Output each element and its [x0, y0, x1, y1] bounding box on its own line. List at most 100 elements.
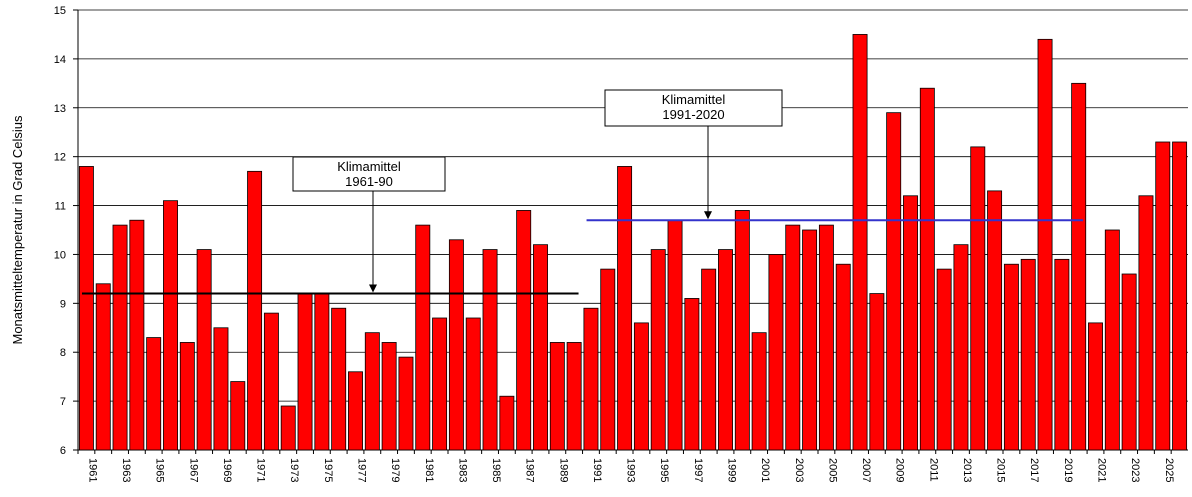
- y-tick-label: 14: [54, 54, 66, 66]
- y-tick-label: 7: [60, 396, 66, 408]
- bar: [432, 317, 448, 451]
- bar: [953, 244, 969, 451]
- annotation-text: Klimamittel: [337, 159, 401, 174]
- bar: [566, 342, 582, 451]
- x-tick-label: 1971: [255, 458, 267, 482]
- x-tick-label: 2021: [1096, 458, 1108, 482]
- bar: [1104, 229, 1120, 451]
- bar: [146, 337, 162, 451]
- annotation-text: 1961-90: [345, 174, 393, 189]
- bar: [751, 332, 767, 451]
- bar: [196, 249, 212, 451]
- bar: [499, 395, 515, 451]
- bar: [1155, 141, 1171, 451]
- bar: [314, 293, 330, 451]
- bar: [179, 342, 195, 451]
- x-tick-label: 2025: [1163, 458, 1175, 482]
- bar: [852, 34, 868, 451]
- x-tick-label: 1981: [423, 458, 435, 482]
- bar: [1138, 195, 1154, 451]
- bar: [280, 405, 296, 451]
- bar: [768, 254, 784, 451]
- y-tick-label: 11: [55, 201, 66, 213]
- x-tick-label: 1973: [288, 458, 300, 482]
- bar: [970, 146, 986, 451]
- bar: [1088, 322, 1103, 451]
- x-tick-label: 1999: [726, 458, 738, 482]
- bar: [903, 195, 918, 451]
- bar: [600, 268, 616, 451]
- x-tick-label: 1995: [658, 458, 670, 482]
- y-tick-label: 13: [54, 103, 66, 115]
- bar: [919, 87, 935, 451]
- bar: [95, 283, 111, 451]
- y-tick-label: 8: [60, 347, 66, 359]
- bar: [448, 239, 464, 451]
- x-tick-label: 1961: [86, 458, 98, 482]
- y-tick-label: 10: [54, 249, 66, 261]
- x-tick-label: 2013: [961, 458, 973, 482]
- x-tick-label: 2015: [995, 458, 1007, 482]
- x-tick-label: 2009: [894, 458, 906, 482]
- x-tick-label: 2001: [759, 458, 771, 482]
- y-tick-label: 12: [54, 152, 66, 164]
- bar: [684, 298, 700, 451]
- annotation-text: Klimamittel: [662, 92, 726, 107]
- x-tick-label: 2011: [927, 458, 939, 482]
- bar: [987, 190, 1003, 451]
- bar: [734, 210, 750, 451]
- bar: [230, 381, 246, 451]
- x-tick-label: 1967: [187, 458, 199, 482]
- bar: [263, 312, 279, 451]
- bar: [718, 249, 733, 451]
- arrow-head: [704, 211, 712, 220]
- bar: [348, 371, 363, 451]
- arrow-head: [369, 284, 377, 293]
- annotation-box: [292, 156, 446, 192]
- x-tick-label: 2019: [1062, 458, 1074, 482]
- x-tick-label: 2023: [1129, 458, 1141, 482]
- bar: [785, 224, 801, 451]
- y-tick-label: 15: [54, 5, 66, 17]
- bar: [482, 249, 498, 451]
- bar: [549, 342, 565, 451]
- x-tick-label: 2007: [860, 458, 872, 482]
- bar: [516, 210, 532, 451]
- x-tick-label: 2005: [826, 458, 838, 482]
- bar: [667, 219, 683, 451]
- x-tick-label: 1963: [120, 458, 132, 482]
- x-tick-label: 1979: [389, 458, 401, 482]
- bar: [381, 342, 397, 451]
- bar: [1003, 263, 1019, 451]
- y-axis-label: Monatsmitteltemperatur in Grad Celsius: [10, 115, 25, 345]
- x-tick-label: 1969: [221, 458, 233, 482]
- bar: [886, 112, 902, 451]
- annotation-box: [604, 89, 783, 127]
- bar: [617, 166, 633, 451]
- x-tick-label: 1965: [154, 458, 166, 482]
- bar: [465, 317, 481, 451]
- bar: [1172, 141, 1188, 451]
- bar: [1071, 82, 1087, 451]
- x-tick-label: 1975: [322, 458, 334, 482]
- bar: [869, 293, 885, 451]
- bar: [364, 332, 380, 451]
- x-tick-label: 2017: [1028, 458, 1040, 482]
- bar: [112, 224, 128, 451]
- y-tick-label: 6: [60, 445, 66, 457]
- bar: [297, 293, 313, 451]
- bar: [583, 307, 599, 451]
- bar: [818, 224, 834, 451]
- bar: [213, 327, 229, 451]
- x-tick-label: 2003: [793, 458, 805, 482]
- bar: [701, 268, 717, 451]
- bar: [1037, 38, 1053, 451]
- bar: [247, 170, 263, 451]
- bar: [331, 307, 347, 451]
- annotation-text: 1991-2020: [662, 107, 724, 122]
- bar: [163, 200, 178, 451]
- bar: [78, 166, 94, 451]
- bar: [650, 249, 666, 451]
- bar: [936, 268, 952, 451]
